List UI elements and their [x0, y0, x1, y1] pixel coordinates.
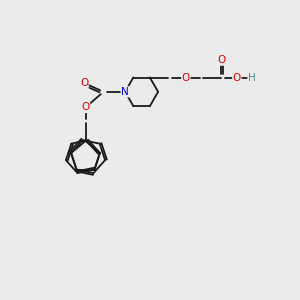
Text: N: N	[121, 87, 129, 97]
Text: O: O	[233, 73, 241, 82]
Text: O: O	[182, 73, 190, 82]
Text: O: O	[81, 102, 90, 112]
Text: O: O	[217, 55, 225, 65]
Text: H: H	[248, 73, 256, 82]
Text: O: O	[80, 78, 88, 88]
